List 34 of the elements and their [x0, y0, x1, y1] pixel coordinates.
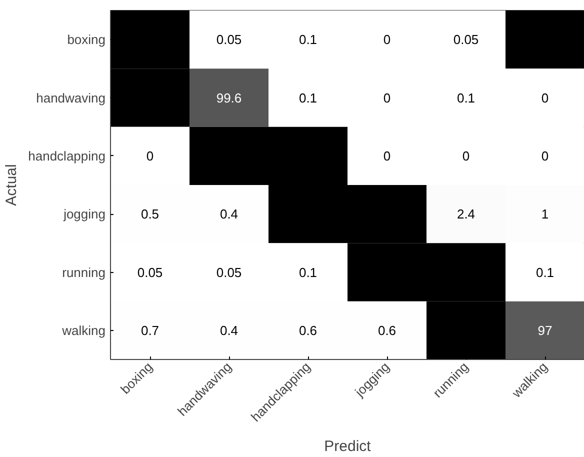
data-label: 0	[146, 148, 154, 164]
x-axis-title: Predict	[324, 438, 372, 455]
data-label: 0.1	[456, 90, 476, 106]
data-label: 0.05	[216, 264, 242, 280]
data-label: 0.1	[298, 90, 318, 106]
data-label: 0	[383, 148, 391, 164]
data-label: 2.4	[456, 206, 476, 222]
data-label: 0.4	[220, 322, 238, 338]
data-label: 0	[383, 90, 391, 106]
data-label: 0.4	[220, 206, 238, 222]
data-label: 0.05	[137, 264, 163, 280]
y-tick-label: running	[62, 264, 106, 280]
data-label: 0	[541, 148, 549, 164]
y-tick-label: walking	[61, 322, 106, 338]
data-label: 0.1	[298, 264, 318, 280]
y-axis-title: Actual	[3, 164, 20, 206]
y-tick-label: handwaving	[36, 90, 106, 106]
data-label: 0.1	[298, 32, 318, 48]
data-label: 0.6	[378, 322, 396, 338]
y-tick-label: jogging	[62, 206, 106, 222]
data-label: 1	[541, 206, 549, 222]
data-label: 99.6	[216, 90, 242, 106]
data-label: 97	[538, 322, 552, 338]
data-label: 0.05	[453, 32, 479, 48]
data-label: 0.7	[140, 322, 160, 338]
y-tick-label: handclapping	[28, 148, 106, 164]
data-label: 0	[462, 148, 470, 164]
data-label: 0	[383, 32, 391, 48]
data-label: 0.6	[298, 322, 318, 338]
data-label: 0.1	[536, 264, 554, 280]
y-tick-label: boxing	[67, 32, 106, 48]
data-label: 0.05	[216, 32, 242, 48]
data-label: 0.5	[140, 206, 160, 222]
data-label: 0	[541, 90, 549, 106]
